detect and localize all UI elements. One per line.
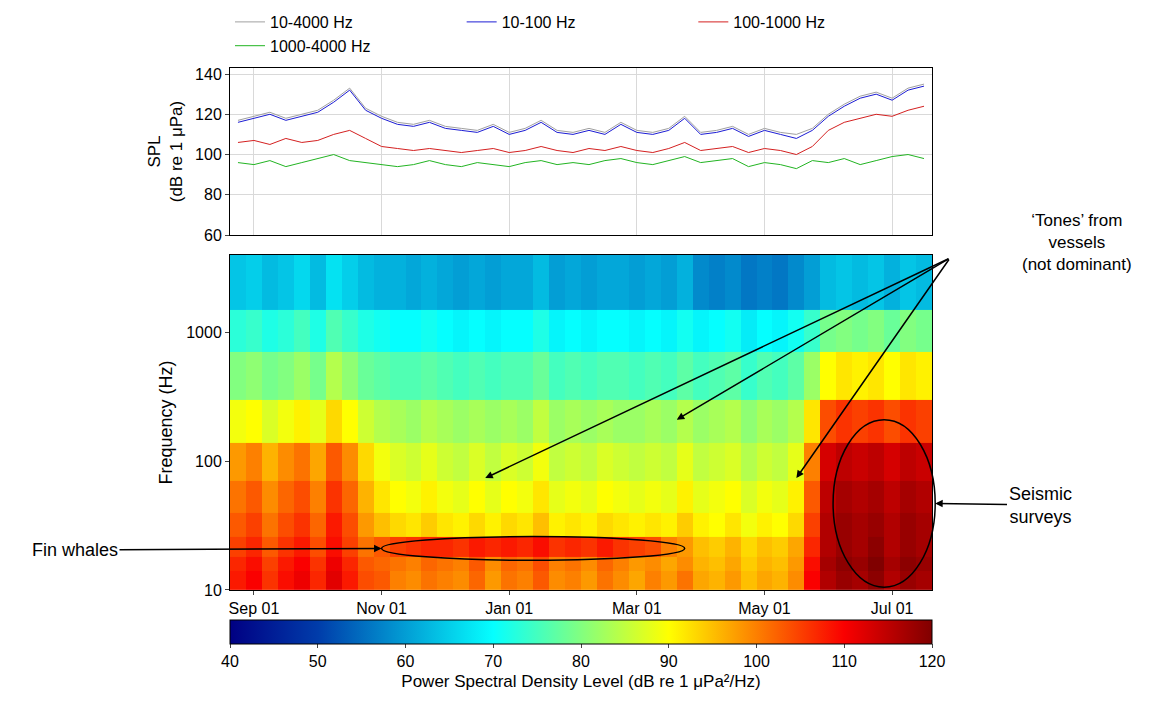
svg-text:120: 120	[195, 106, 222, 123]
svg-text:90: 90	[660, 653, 678, 670]
svg-text:60: 60	[204, 227, 222, 244]
svg-text:10: 10	[204, 582, 222, 599]
svg-text:SPL(dB re 1 μPa): SPL(dB re 1 μPa)	[145, 101, 186, 202]
svg-text:70: 70	[484, 653, 502, 670]
svg-text:50: 50	[309, 653, 327, 670]
svg-text:120: 120	[919, 653, 946, 670]
svg-text:40: 40	[221, 653, 239, 670]
svg-text:110: 110	[831, 653, 857, 670]
svg-text:May 01: May 01	[738, 600, 791, 617]
svg-text:10-100 Hz: 10-100 Hz	[502, 14, 576, 31]
svg-text:Sep 01: Sep 01	[229, 600, 280, 617]
svg-text:Fin whales: Fin whales	[32, 540, 118, 560]
svg-text:‘Tones’ fromvessels(not domina: ‘Tones’ fromvessels(not dominant)	[1022, 211, 1132, 274]
svg-text:100: 100	[195, 146, 222, 163]
svg-text:60: 60	[397, 653, 415, 670]
svg-text:Jan 01: Jan 01	[485, 600, 533, 617]
svg-text:10-4000 Hz: 10-4000 Hz	[270, 14, 353, 31]
svg-text:1000: 1000	[186, 324, 222, 341]
svg-text:1000-4000 Hz: 1000-4000 Hz	[270, 38, 371, 55]
svg-text:100: 100	[743, 653, 770, 670]
svg-text:Mar 01: Mar 01	[612, 600, 662, 617]
svg-text:80: 80	[572, 653, 590, 670]
svg-text:140: 140	[195, 66, 222, 83]
svg-text:Frequency (Hz): Frequency (Hz)	[156, 360, 176, 484]
svg-text:80: 80	[204, 186, 222, 203]
svg-text:Jul 01: Jul 01	[871, 600, 914, 617]
svg-text:Power Spectral Density Level (: Power Spectral Density Level (dB re 1 μP…	[401, 672, 760, 691]
svg-text:Seismicsurveys: Seismicsurveys	[1009, 484, 1072, 527]
svg-text:100-1000 Hz: 100-1000 Hz	[733, 14, 825, 31]
svg-text:100: 100	[195, 453, 222, 470]
svg-text:Nov 01: Nov 01	[356, 600, 407, 617]
